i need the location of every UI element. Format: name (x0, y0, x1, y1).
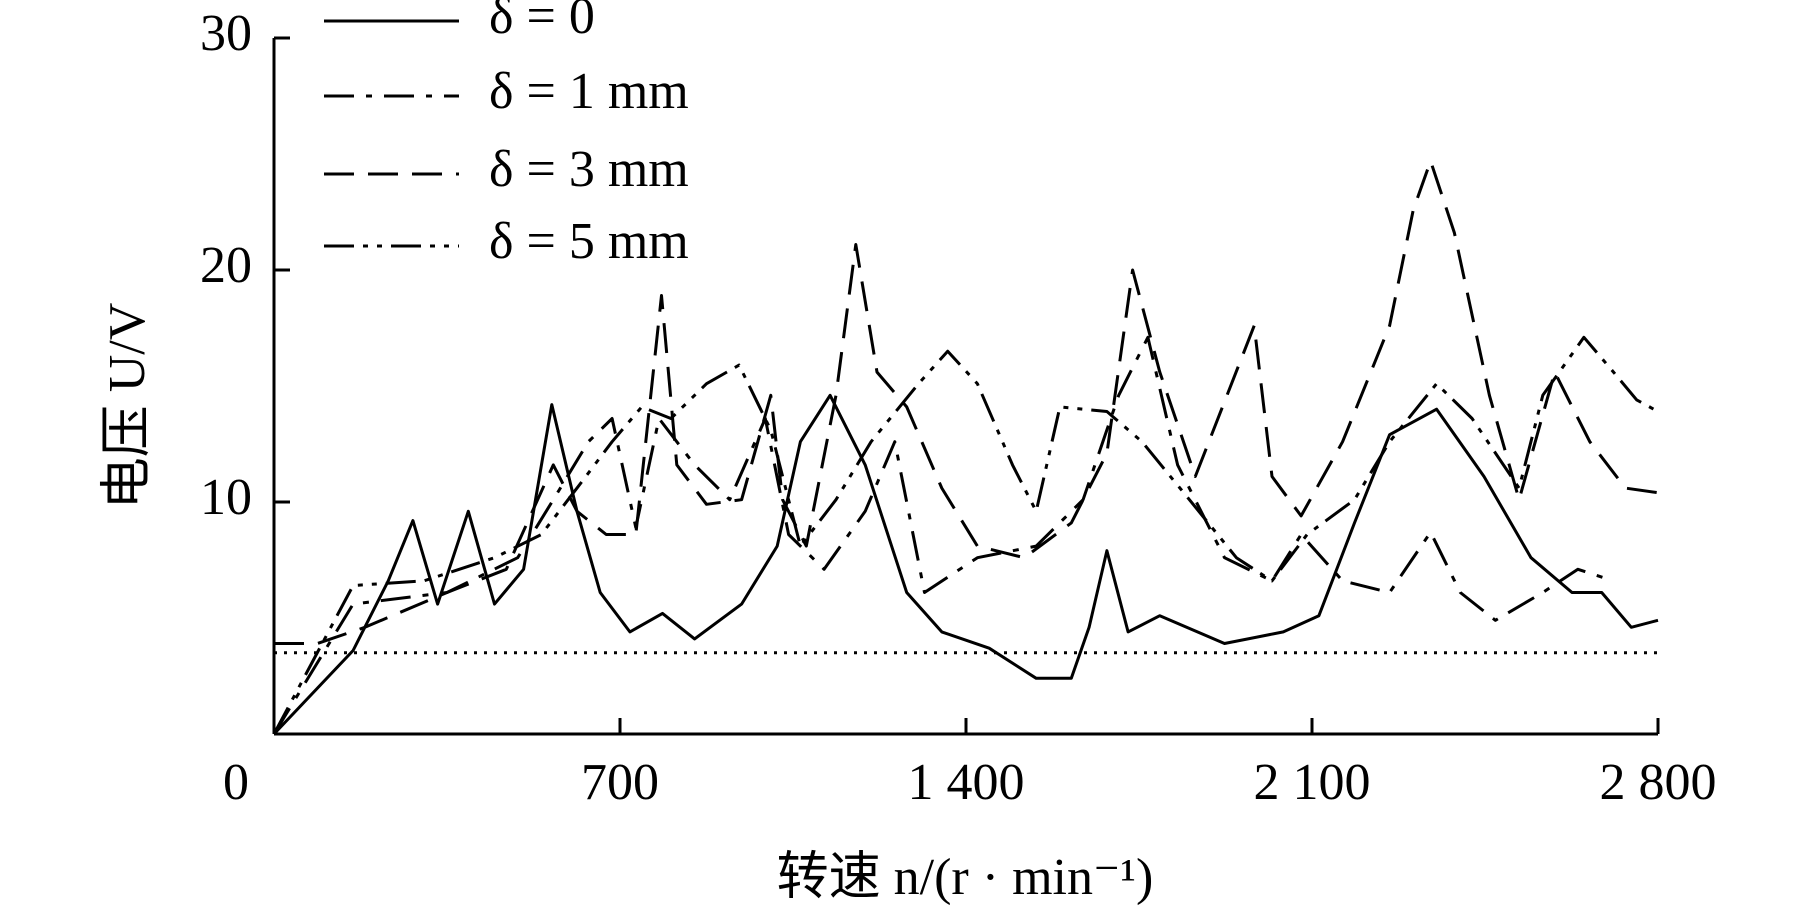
x-tick-label: 700 (581, 754, 659, 811)
y-axis-label: 电压 U/V (99, 303, 156, 510)
legend-label: δ = 1 mm (489, 63, 689, 120)
legend-label: δ = 0 (489, 0, 595, 45)
x-tick-label: 2 800 (1600, 754, 1717, 811)
y-tick-label: 20 (200, 237, 252, 294)
x-tick-label: 2 100 (1254, 754, 1371, 811)
series-line (272, 335, 1614, 735)
series-line (272, 393, 1659, 736)
legend-label: δ = 5 mm (489, 213, 689, 270)
y-tick-label: 30 (200, 5, 252, 62)
series-line (274, 159, 1659, 645)
y-tick-label: 10 (200, 469, 252, 526)
x-tick-label: 0 (223, 754, 249, 811)
x-axis-label: 转速 n/(r · min⁻¹) (777, 849, 1154, 906)
series-line (272, 335, 1659, 735)
x-tick-label: 1 400 (908, 754, 1025, 811)
legend-label: δ = 3 mm (489, 141, 689, 198)
